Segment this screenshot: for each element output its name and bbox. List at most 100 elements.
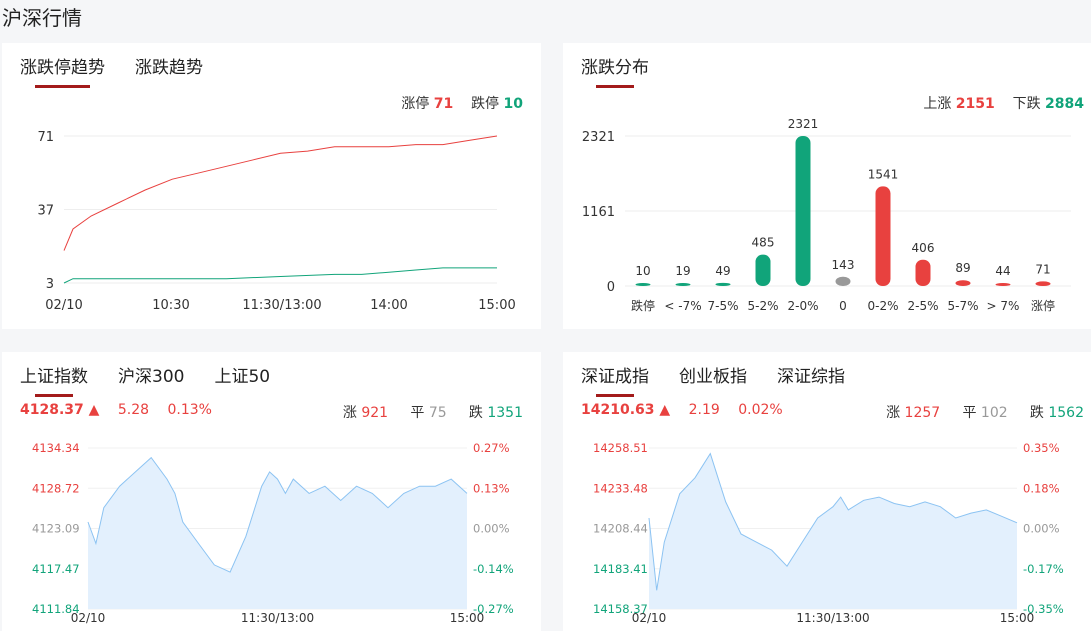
price-tick-label: 14183.41 [593, 562, 648, 576]
up-arrow-icon: ▲ [88, 402, 100, 418]
bar [995, 283, 1011, 286]
tab-sz-component[interactable]: 深证成指 [581, 362, 649, 397]
sh-down-label: 跌 [468, 405, 483, 421]
sz-change-pct: 0.02% [738, 402, 783, 418]
pct-tick-label: -0.17% [1023, 562, 1064, 576]
sh-up-label: 涨 [342, 405, 357, 421]
x-tick-label: 14:00 [370, 298, 407, 313]
distribution-stats: 上涨 2151 下跌 2884 [923, 93, 1084, 113]
bar [835, 276, 851, 286]
price-tick-label: 14258.51 [593, 441, 648, 455]
x-tick-label: 11:30/13:00 [796, 611, 869, 625]
index-line [87, 456, 468, 573]
price-tick-label: 4117.47 [32, 562, 80, 576]
pct-tick-label: -0.14% [473, 562, 514, 576]
y-tick-label: 1161 [582, 205, 615, 220]
down-label: 下跌 [1012, 96, 1041, 112]
distribution-tabs: 涨跌分布 [581, 53, 649, 88]
bar-value-label: 1541 [868, 167, 899, 181]
bar-value-label: 10 [635, 264, 650, 278]
tab-distribution[interactable]: 涨跌分布 [581, 53, 649, 88]
sh-flat-label: 平 [410, 405, 425, 421]
tab-limit-trend[interactable]: 涨跌停趋势 [20, 53, 105, 88]
price-tick-label: 14208.44 [593, 522, 648, 536]
limit-up-line [63, 135, 498, 251]
tab-sh-composite[interactable]: 上证指数 [20, 362, 88, 397]
y-tick-label: 71 [37, 130, 54, 145]
bar-value-label: 406 [912, 241, 935, 255]
sh-breadth: 涨 921 平 75 跌 1351 [343, 402, 523, 422]
tab-sse50[interactable]: 上证50 [214, 367, 271, 387]
x-tick-label: 02/10 [632, 611, 667, 625]
category-label: 5-7% [947, 299, 978, 313]
y-tick-label: 2321 [582, 130, 615, 145]
sh-index-tabs: 上证指数 沪深300 上证50 [20, 362, 270, 397]
sz-flat-label: 平 [962, 405, 977, 421]
bar [635, 283, 651, 286]
sz-down-count: 1562 [1048, 405, 1084, 421]
limit-up-label: 涨停 [401, 96, 430, 112]
pct-tick-label: -0.27% [473, 602, 514, 616]
pct-tick-label: 0.13% [473, 481, 510, 495]
bar [755, 254, 771, 286]
sz-up-label: 涨 [886, 405, 901, 421]
sz-index-tabs: 深证成指 创业板指 深证综指 [581, 362, 845, 397]
sh-flat-count: 75 [428, 405, 447, 421]
sz-price: 14210.63 ▲ [581, 402, 671, 418]
x-tick-label: 10:30 [152, 298, 189, 313]
category-label: 跌停 [631, 298, 655, 313]
tab-csi300[interactable]: 沪深300 [118, 367, 185, 387]
bar-value-label: 19 [675, 264, 690, 278]
y-tick-label: 3 [46, 277, 54, 292]
pct-tick-label: 0.00% [1023, 522, 1060, 536]
x-tick-label: 15:00 [450, 611, 485, 625]
y-tick-label: 0 [607, 280, 615, 295]
category-label: 2-0% [787, 299, 818, 313]
sz-index-chart: 14258.51 0.35% 14233.48 0.18% 14208.44 0.00% 1… [593, 441, 1064, 625]
x-tick-label: 15:00 [1000, 611, 1035, 625]
index-area [649, 453, 1017, 609]
sh-quote-row: 4128.37 ▲ 5.28 0.13% [20, 402, 226, 418]
pct-tick-label: -0.35% [1023, 602, 1064, 616]
category-label: 0-2% [867, 299, 898, 313]
page-title: 沪深行情 [2, 6, 82, 30]
tab-up-down-trend[interactable]: 涨跌趋势 [135, 58, 203, 78]
x-tick-label: 15:00 [478, 298, 515, 313]
category-label: 7-5% [707, 299, 738, 313]
sz-flat-count: 102 [980, 405, 1008, 421]
price-tick-label: 4128.72 [32, 481, 80, 495]
sz-down-label: 跌 [1029, 405, 1044, 421]
up-value: 2151 [955, 96, 995, 112]
category-label: 2-5% [907, 299, 938, 313]
pct-tick-label: 0.00% [473, 522, 510, 536]
limit-trend-chart: 71 37 3 02/10 10:30 11:30/13:00 14:00 15:00 [37, 130, 515, 313]
price-tick-label: 4123.09 [32, 522, 80, 536]
price-tick-label: 4134.34 [32, 441, 80, 455]
bar-value-label: 2321 [788, 117, 819, 131]
limit-down-line [63, 267, 497, 284]
limit-down-label: 跌停 [471, 96, 500, 112]
category-label: 涨停 [1031, 298, 1055, 313]
limit-trend-tabs: 涨跌停趋势 涨跌趋势 [20, 53, 203, 88]
pct-tick-label: 0.35% [1023, 441, 1060, 455]
up-label: 上涨 [923, 96, 952, 112]
limit-stats: 涨停 71 跌停 10 [401, 93, 523, 113]
sz-quote-row: 14210.63 ▲ 2.19 0.02% [581, 402, 797, 418]
tab-sz-composite[interactable]: 深证综指 [777, 367, 845, 387]
price-tick-label: 14158.37 [593, 602, 648, 616]
x-tick-label: 02/10 [71, 611, 106, 625]
sh-up-count: 921 [361, 405, 389, 421]
category-label: < -7% [664, 299, 701, 313]
y-tick-label: 37 [37, 204, 54, 219]
price-tick-label: 4111.84 [32, 602, 80, 616]
distribution-chart: 2321 1161 0 10 跌停 19 < -7% 49 7-5% 485 5-2% 2321 2-0… [582, 117, 1071, 313]
distribution-card: 涨跌分布 上涨 2151 下跌 2884 2321 1161 0 10 跌停 19 < -7… [563, 43, 1091, 329]
index-area [88, 457, 467, 609]
tab-chinext[interactable]: 创业板指 [679, 367, 747, 387]
bar [915, 259, 931, 286]
pct-tick-label: 0.27% [473, 441, 510, 455]
bar [675, 283, 691, 286]
bar [955, 280, 971, 286]
bar-value-label: 143 [832, 258, 855, 272]
sh-change: 5.28 [117, 402, 150, 418]
